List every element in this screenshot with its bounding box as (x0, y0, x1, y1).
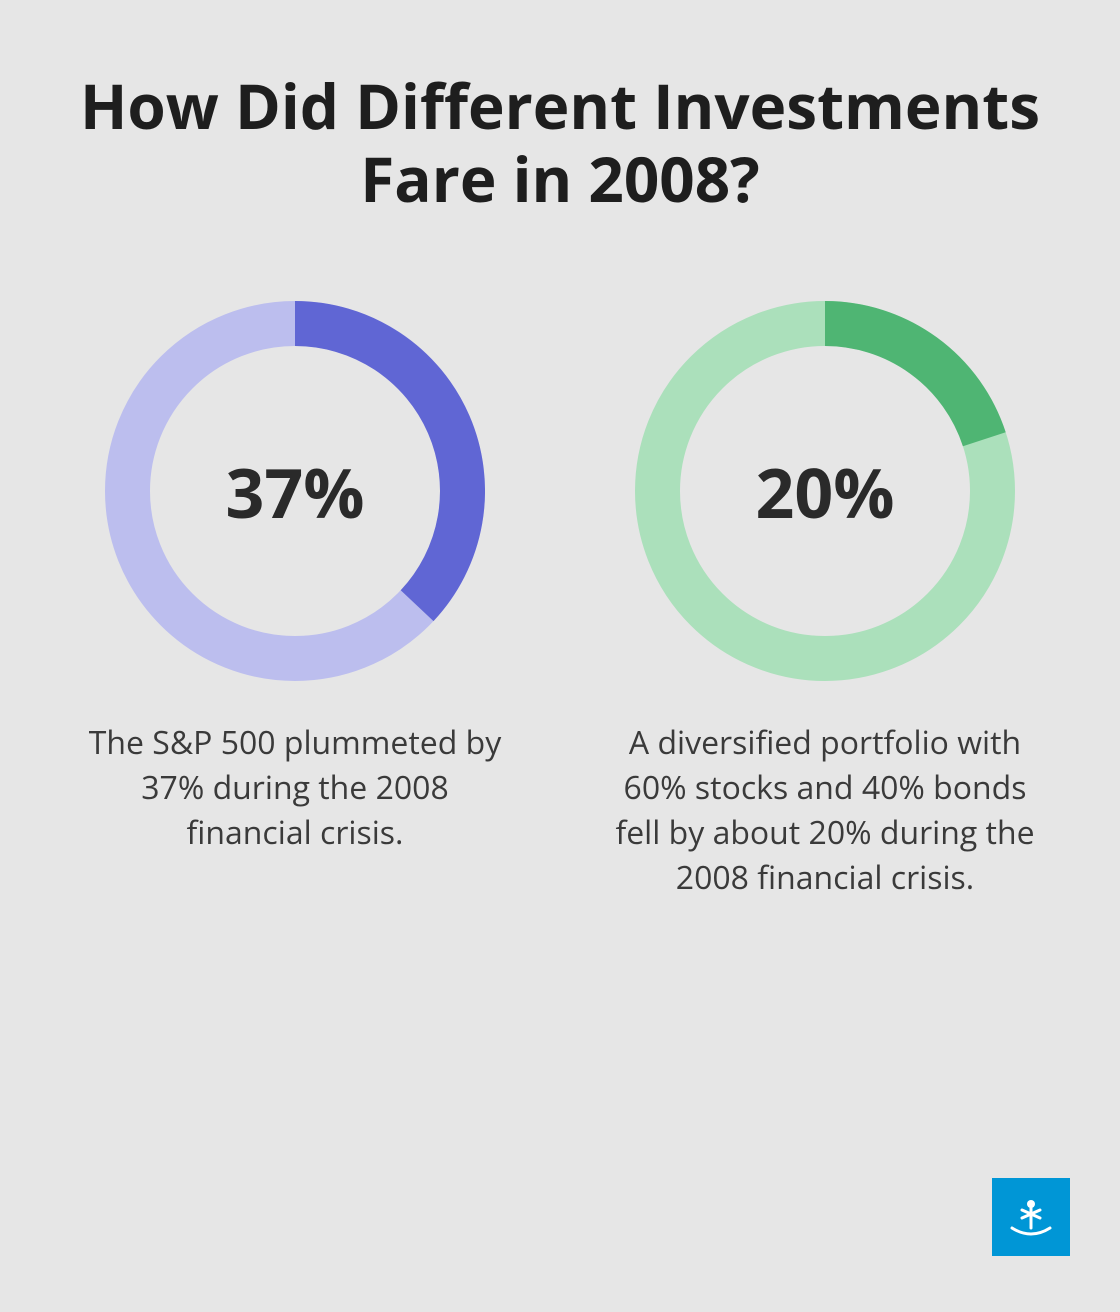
chart-column-diversified: 20% A diversified portfolio with 60% sto… (605, 301, 1045, 900)
donut-chart-diversified: 20% (635, 301, 1015, 681)
charts-row: 37% The S&P 500 plummeted by 37% during … (60, 301, 1060, 900)
chart-caption-0: The S&P 500 plummeted by 37% during the … (75, 721, 515, 855)
donut-chart-sp500: 37% (105, 301, 485, 681)
infographic-page: How Did Different Investments Fare in 20… (0, 0, 1120, 1312)
page-title: How Did Different Investments Fare in 20… (60, 70, 1060, 216)
brand-logo (992, 1178, 1070, 1256)
chart-column-sp500: 37% The S&P 500 plummeted by 37% during … (75, 301, 515, 900)
donut-center-label-0: 37% (105, 301, 485, 681)
donut-center-label-1: 20% (635, 301, 1015, 681)
brand-logo-icon (992, 1178, 1070, 1256)
chart-caption-1: A diversified portfolio with 60% stocks … (605, 721, 1045, 900)
